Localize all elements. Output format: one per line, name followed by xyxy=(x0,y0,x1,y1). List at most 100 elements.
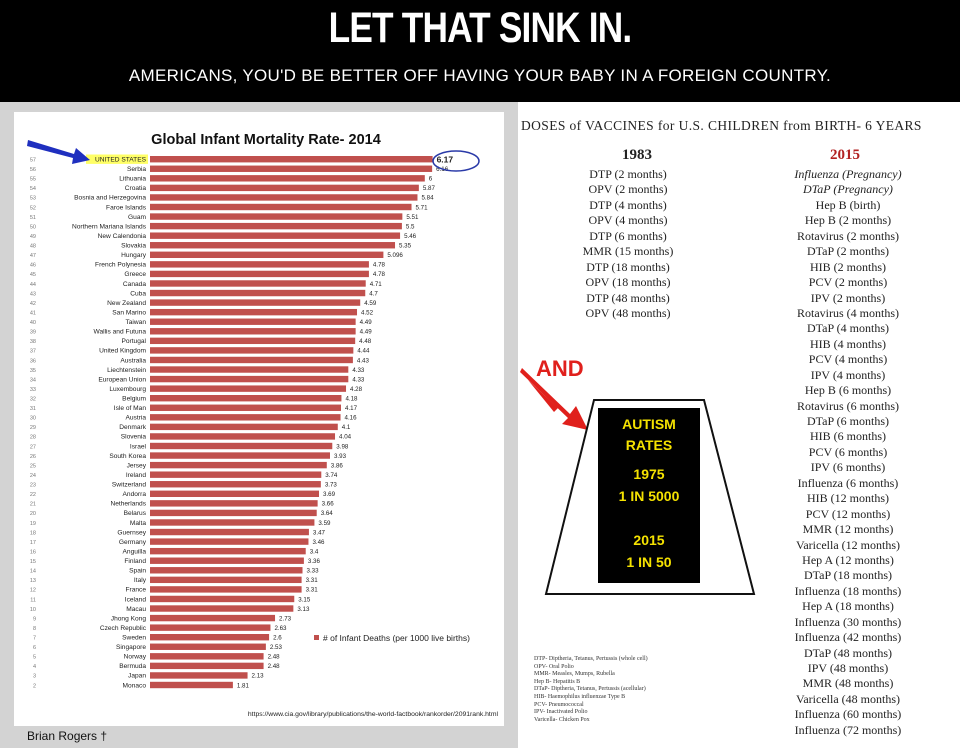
vaccine-2015-item: HIB (2 months) xyxy=(810,259,886,274)
bar xyxy=(150,528,309,536)
vaccine-2015-item: Hep A (12 months) xyxy=(802,552,894,567)
rank-label: 5 xyxy=(33,655,36,661)
value-label: 4.17 xyxy=(345,405,358,412)
vaccine-2015-item: Hep B (2 months) xyxy=(804,213,892,228)
bar xyxy=(150,222,402,230)
value-label: 6.17 xyxy=(437,155,454,165)
bar xyxy=(150,414,341,421)
value-label: 4.1 xyxy=(342,424,351,431)
value-label: 2.63 xyxy=(274,625,287,632)
category-label: Jhong Kong xyxy=(111,615,147,622)
bar xyxy=(150,194,418,201)
vaccine-1983-item: DTP (18 months) xyxy=(586,259,670,274)
vaccine-2015-item: DTaP (4 months) xyxy=(806,321,890,336)
value-label: 4.48 xyxy=(359,338,372,345)
vaccine-2015-item: DTaP (Pregnancy) xyxy=(803,182,893,197)
category-label: Netherlands xyxy=(110,501,146,508)
autism-rate2: 1 IN 50 xyxy=(626,554,672,570)
abbreviation-note: DTaP- Diptheria, Tetanus, Pertussis (ace… xyxy=(534,686,646,693)
category-label: Japan xyxy=(128,673,146,680)
value-label: 3.31 xyxy=(306,587,319,594)
bar xyxy=(150,586,302,593)
category-label: UNITED STATES xyxy=(95,157,147,164)
rank-label: 44 xyxy=(30,282,36,288)
vaccine-2015-item: Influenza (60 months) xyxy=(794,707,902,722)
vaccine-2015-item: PCV (6 months) xyxy=(808,444,888,459)
rank-label: 51 xyxy=(30,215,36,221)
bar xyxy=(150,605,294,612)
vaccine-1983-item: OPV (48 months) xyxy=(585,305,671,320)
value-label: 3.33 xyxy=(307,568,320,575)
category-label: Norway xyxy=(124,654,147,661)
bar xyxy=(150,232,401,239)
rank-label: 53 xyxy=(30,196,36,202)
vaccine-2015-item: Rotavirus (6 months) xyxy=(797,398,899,413)
bar xyxy=(150,595,295,603)
bar xyxy=(150,175,425,182)
vaccine-2015-item: DTaP (48 months) xyxy=(803,645,893,660)
blue-arrow-icon xyxy=(27,140,90,164)
bar xyxy=(150,299,361,306)
rank-label: 23 xyxy=(30,483,36,489)
bar xyxy=(150,624,271,631)
vaccine-1983-item: OPV (4 months) xyxy=(588,213,668,228)
abbreviation-note: IPV- Inactivated Polio xyxy=(534,709,588,716)
vaccine-2015-item: Influenza (6 months) xyxy=(797,475,899,490)
value-label: 3.74 xyxy=(325,472,338,479)
category-label: Belgium xyxy=(122,396,146,403)
category-label: Austria xyxy=(125,415,146,422)
bar xyxy=(150,356,353,364)
bar xyxy=(150,404,341,411)
value-label: 3.13 xyxy=(297,606,310,613)
autism-year2: 2015 xyxy=(633,532,665,548)
rank-label: 29 xyxy=(30,425,36,431)
rank-label: 38 xyxy=(30,339,36,345)
category-label: Lithuania xyxy=(119,176,146,183)
rank-label: 40 xyxy=(30,320,36,326)
value-label: 4.78 xyxy=(373,262,386,269)
value-label: 4.59 xyxy=(364,300,377,307)
top-banner xyxy=(0,0,960,102)
value-label: 4.43 xyxy=(357,357,370,364)
bar xyxy=(150,433,336,440)
category-label: Germany xyxy=(119,539,147,546)
vaccine-list-2015: Influenza (Pregnancy) DTaP (Pregnancy) Hep… xyxy=(783,167,913,738)
subheadline: AMERICANS, YOU'D BE BETTER OFF HAVING YO… xyxy=(128,66,832,85)
abbreviation-note: Hep B- Hepatitis B xyxy=(534,678,581,685)
autism-year1: 1975 xyxy=(633,466,665,482)
rank-label: 52 xyxy=(30,205,36,211)
rank-label: 55 xyxy=(30,177,36,183)
category-label: South Korea xyxy=(109,453,146,460)
vaccine-2015-item: PCV (12 months) xyxy=(805,506,891,521)
bar xyxy=(150,538,309,545)
rank-label: 30 xyxy=(30,416,36,422)
vaccine-2015-item: Influenza (30 months) xyxy=(794,614,902,629)
value-label: 3.46 xyxy=(312,539,325,546)
category-label: Australia xyxy=(120,357,146,364)
vaccine-panel: DOSES of VACCINES for U.S. CHILDREN from… xyxy=(518,102,960,748)
category-label: Israel xyxy=(130,443,147,450)
value-label: 2.48 xyxy=(268,663,281,670)
value-label: 5.35 xyxy=(399,243,412,250)
bar xyxy=(150,423,338,431)
value-label: 5.71 xyxy=(416,204,429,211)
category-label: Slovakia xyxy=(121,243,146,250)
vaccine-2015-item: Varicella (48 months) xyxy=(796,691,900,706)
bar xyxy=(150,662,264,670)
category-label: Iceland xyxy=(125,596,147,603)
category-label: Faroe Islands xyxy=(106,204,147,211)
vaccine-2015-item: IPV (4 months) xyxy=(810,367,886,382)
chart-title: Global Infant Mortality Rate- 2014 xyxy=(151,132,381,148)
category-label: Guam xyxy=(128,214,146,221)
rank-label: 15 xyxy=(30,559,36,565)
bar xyxy=(150,184,419,192)
value-label: 3.59 xyxy=(318,520,331,527)
rank-label: 18 xyxy=(30,530,36,536)
rank-label: 26 xyxy=(30,454,36,460)
value-label: 4.49 xyxy=(360,319,373,326)
value-label: 4.49 xyxy=(360,329,373,336)
value-label: 4.52 xyxy=(361,309,374,316)
vaccine-2015-item: Influenza (72 months) xyxy=(794,722,902,737)
category-label: New Calendonia xyxy=(98,233,147,240)
and-label: AND xyxy=(536,356,584,381)
